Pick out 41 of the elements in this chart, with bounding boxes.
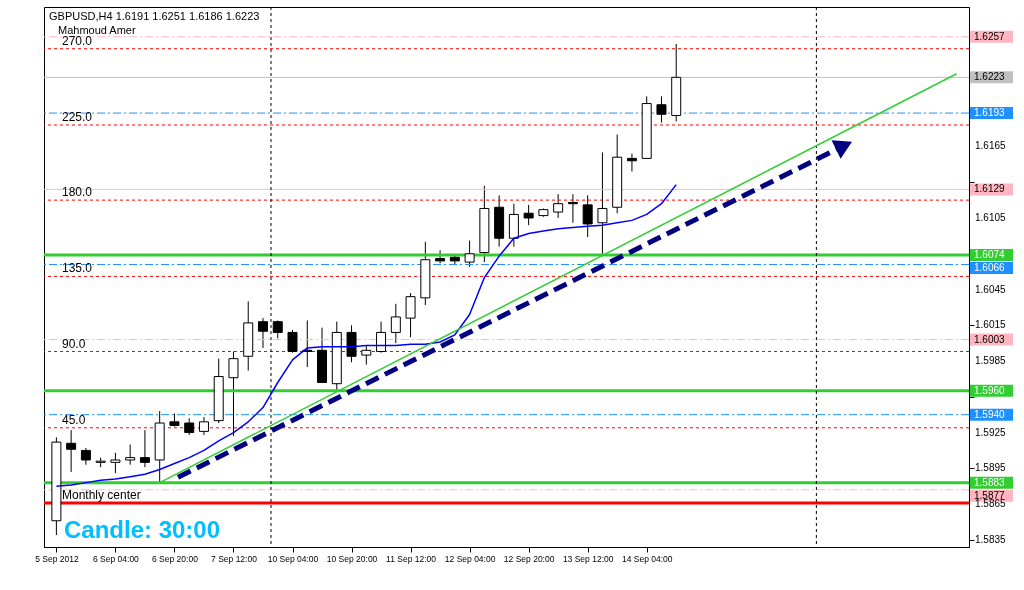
y-tick-label: 1.5985 [975, 355, 1007, 367]
annotation: Monthly center [62, 487, 141, 502]
y-tick-label: 1.5895 [975, 462, 1007, 474]
ref-line-label: 1.6066 [974, 261, 1006, 273]
ref-line-label: 1.6257 [974, 30, 1006, 42]
ref-line-label: 1.6003 [974, 333, 1006, 345]
annotation: 45.0 [62, 412, 86, 427]
ref-line-label: 1.6193 [974, 107, 1006, 119]
ref-line-label: 1.5940 [974, 408, 1006, 420]
x-tick-label: 11 Sep 12:00 [386, 553, 437, 564]
y-tick-label: 1.5925 [975, 426, 1007, 438]
x-tick-label: 10 Sep 04:00 [267, 553, 319, 564]
annotation: 225.0 [62, 110, 93, 125]
ref-line-label: 1.5877 [974, 489, 1006, 501]
ref-line-label: 1.5960 [974, 384, 1006, 396]
annotation: Candle: 30:00 [64, 516, 221, 543]
ref-line-label: 1.6074 [974, 248, 1006, 260]
x-tick-label: 13 Sep 12:00 [562, 553, 614, 564]
x-tick-label: 12 Sep 04:00 [444, 553, 496, 564]
y-tick-label: 1.6105 [975, 211, 1007, 223]
x-tick-label: 12 Sep 20:00 [503, 553, 555, 564]
y-tick-label: 1.6165 [975, 140, 1007, 152]
y-tick-label: 1.6015 [975, 319, 1007, 331]
annotation: 135.0 [62, 261, 93, 276]
ref-line-label: 1.6129 [974, 183, 1006, 195]
x-tick-label: 14 Sep 04:00 [621, 553, 673, 564]
annotation: 270.0 [62, 33, 93, 48]
ref-line-label: 1.6223 [974, 71, 1006, 83]
ref-line-label: 1.5883 [974, 476, 1006, 488]
y-tick-label: 1.5865 [975, 498, 1007, 510]
x-tick-label: 5 Sep 2012 [35, 553, 79, 564]
annotation: Mahmoud Amer [58, 24, 136, 36]
annotation: 90.0 [62, 336, 86, 351]
annotation: 180.0 [62, 185, 93, 200]
y-tick-label: 1.6045 [975, 283, 1007, 295]
chart-title: GBPUSD,H4 1.6191 1.6251 1.6186 1.6223 [49, 10, 260, 22]
x-tick-label: 6 Sep 20:00 [152, 553, 199, 564]
y-tick-label: 1.5835 [975, 533, 1007, 545]
x-tick-label: 7 Sep 12:00 [211, 553, 258, 564]
x-tick-label: 6 Sep 04:00 [92, 553, 140, 564]
x-tick-label: 10 Sep 20:00 [326, 553, 378, 564]
